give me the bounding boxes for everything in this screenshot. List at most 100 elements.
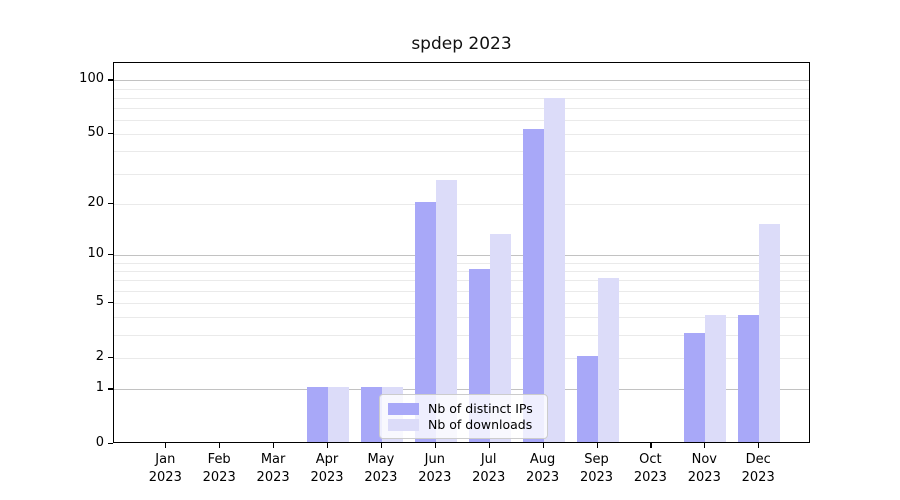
x-tick-month: Jun (424, 452, 445, 467)
y-tick-label: 5 (95, 293, 104, 309)
x-tick-label: Mar 2023 (241, 451, 305, 486)
y-tick-label: 10 (87, 246, 104, 262)
x-tick-mark (704, 443, 706, 448)
x-tick-month: Jul (480, 452, 497, 467)
x-tick-year: 2023 (256, 469, 290, 485)
gridline-major (114, 80, 809, 82)
gridline-minor (114, 173, 809, 175)
bar-distinct-ips (684, 332, 706, 442)
x-tick-label: Nov 2023 (672, 451, 736, 486)
y-tick-mark (108, 388, 113, 390)
x-tick-mark (219, 443, 221, 448)
gridline-minor (114, 317, 809, 319)
x-tick-month: Mar (260, 452, 286, 467)
y-tick-mark (108, 443, 113, 445)
plot-area: Nb of distinct IPs Nb of downloads (113, 62, 810, 443)
x-tick-mark (758, 443, 760, 448)
x-tick-month: Nov (691, 452, 717, 467)
y-tick-mark (108, 356, 113, 358)
legend-item-downloads: Nb of downloads (388, 417, 537, 432)
gridline-minor (114, 108, 809, 110)
y-tick-label: 100 (79, 71, 104, 87)
x-tick-month: Oct (639, 452, 662, 467)
x-tick-label: Jan 2023 (133, 451, 197, 486)
x-tick-year: 2023 (418, 469, 452, 485)
legend-item-distinct-ips: Nb of distinct IPs (388, 401, 537, 416)
legend: Nb of distinct IPs Nb of downloads (379, 394, 548, 439)
y-tick-mark (108, 79, 113, 81)
gridline-minor (114, 302, 809, 304)
x-tick-mark (596, 443, 598, 448)
x-tick-year: 2023 (472, 469, 506, 485)
x-tick-label: Feb 2023 (187, 451, 251, 486)
bar-downloads (489, 234, 511, 442)
y-tick-label: 20 (87, 195, 104, 211)
x-tick-month: Apr (315, 452, 339, 467)
bar-downloads (328, 387, 349, 442)
x-tick-mark (434, 443, 436, 448)
bar-downloads (435, 179, 457, 442)
legend-swatch-distinct-ips (388, 402, 419, 415)
x-tick-label: May 2023 (349, 451, 413, 486)
gridline-minor (114, 204, 809, 206)
gridline-minor (114, 88, 809, 90)
x-tick-year: 2023 (687, 469, 721, 485)
legend-label-distinct-ips: Nb of distinct IPs (428, 401, 533, 416)
gridline-minor (114, 151, 809, 153)
gridline-minor (114, 357, 809, 359)
x-tick-label: Oct 2023 (618, 451, 682, 486)
x-tick-label: Sep 2023 (565, 451, 629, 486)
y-tick-label: 2 (95, 348, 104, 364)
gridline-major (114, 255, 809, 257)
bar-downloads (705, 315, 727, 442)
bar-distinct-ips (576, 355, 598, 442)
x-tick-year: 2023 (148, 469, 182, 485)
gridline-major (114, 389, 809, 391)
x-tick-label: Apr 2023 (295, 451, 359, 486)
bar-distinct-ips (738, 315, 760, 442)
x-tick-year: 2023 (633, 469, 667, 485)
x-tick-month: Sep (584, 452, 609, 467)
x-tick-year: 2023 (202, 469, 236, 485)
chart-title: spdep 2023 (411, 34, 512, 54)
x-tick-month: Jan (155, 452, 176, 467)
x-tick-year: 2023 (364, 469, 398, 485)
legend-label-downloads: Nb of downloads (428, 417, 533, 432)
bar-distinct-ips (414, 202, 436, 442)
y-tick-mark (108, 254, 113, 256)
gridline-minor (114, 270, 809, 272)
x-tick-mark (542, 443, 544, 448)
x-tick-label: Jun 2023 (403, 451, 467, 486)
y-tick-mark (108, 203, 113, 205)
x-tick-year: 2023 (741, 469, 775, 485)
x-tick-mark (327, 443, 329, 448)
x-tick-month: Dec (745, 452, 771, 467)
x-tick-year: 2023 (310, 469, 344, 485)
gridline-minor (114, 290, 809, 292)
y-tick-label: 50 (87, 125, 104, 141)
x-tick-label: Dec 2023 (726, 451, 790, 486)
x-tick-month: Feb (207, 452, 231, 467)
y-tick-mark (108, 301, 113, 303)
x-tick-mark (273, 443, 275, 448)
gridline-minor (114, 134, 809, 136)
gridline-minor (114, 120, 809, 122)
x-tick-mark (165, 443, 167, 448)
gridline-minor (114, 97, 809, 99)
gridline-minor (114, 334, 809, 336)
bar-distinct-ips (522, 129, 544, 442)
bar-downloads (543, 97, 565, 442)
x-tick-mark (488, 443, 490, 448)
bar-downloads (759, 223, 781, 442)
x-tick-month: Aug (529, 452, 556, 467)
y-tick-label: 0 (95, 435, 104, 450)
bar-distinct-ips (360, 387, 382, 442)
x-tick-month: May (367, 452, 395, 467)
gridline-minor (114, 262, 809, 264)
bar-downloads (597, 278, 619, 442)
x-tick-year: 2023 (579, 469, 614, 485)
x-tick-mark (650, 443, 652, 448)
x-tick-label: Jul 2023 (457, 451, 521, 486)
x-tick-mark (380, 443, 383, 448)
